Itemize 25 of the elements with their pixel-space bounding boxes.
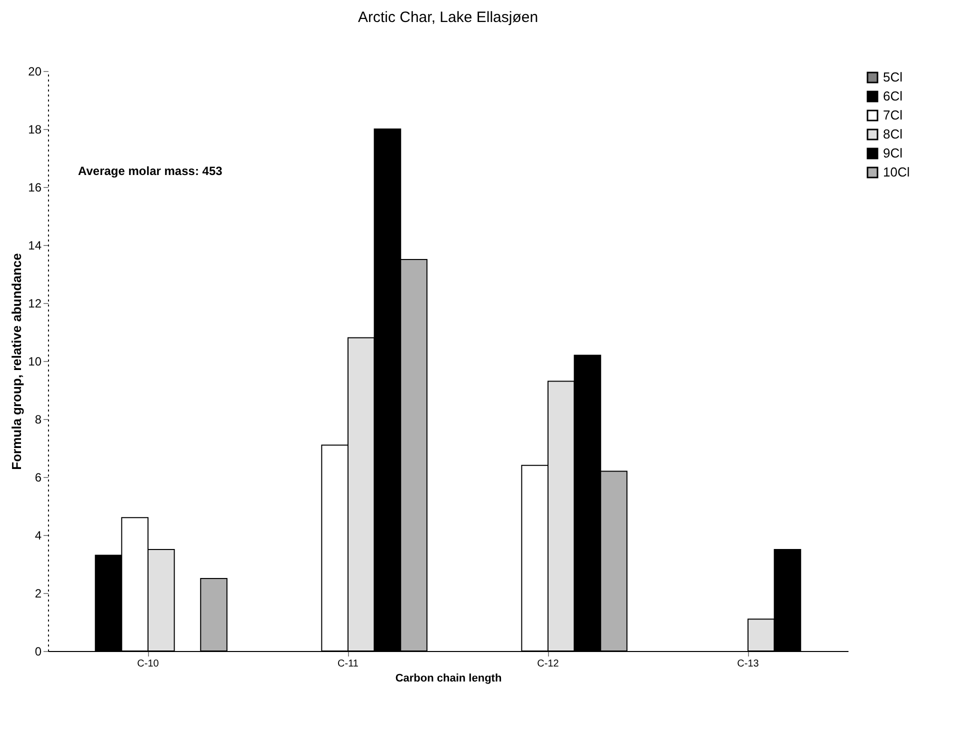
y-tick-label: 6 — [34, 470, 42, 484]
y-tick-label: 12 — [28, 296, 42, 310]
y-tick-label: 18 — [28, 122, 42, 136]
chart-title: Arctic Char, Lake Ellasjøen — [358, 9, 538, 26]
y-tick-label: 0 — [34, 644, 42, 658]
y-tick-label: 4 — [34, 528, 42, 542]
x-tick-label: C-12 — [537, 658, 560, 670]
legend-label: 10Cl — [883, 164, 910, 180]
legend-label: 8Cl — [883, 126, 903, 142]
y-tick-label: 14 — [28, 238, 42, 252]
y-tick-label: 16 — [28, 180, 42, 194]
legend-label: 9Cl — [883, 146, 903, 160]
y-axis-title: Formula group, relative abundance — [9, 253, 24, 470]
y-tick-label: 8 — [34, 412, 42, 426]
y-tick-label: 10 — [28, 354, 42, 368]
legend-label: 5Cl — [883, 70, 903, 84]
x-tick-label: C-11 — [338, 658, 359, 670]
annotation: Average molar mass: 453 — [78, 164, 223, 178]
legend-label: 6Cl — [883, 88, 903, 104]
y-tick-label: 2 — [34, 586, 42, 600]
legend-label: 7Cl — [883, 108, 903, 122]
y-tick-label: 20 — [28, 64, 42, 78]
x-tick-label: C-13 — [737, 658, 760, 670]
x-tick-label: C-10 — [137, 658, 160, 670]
x-axis-title: Carbon chain length — [395, 672, 502, 684]
